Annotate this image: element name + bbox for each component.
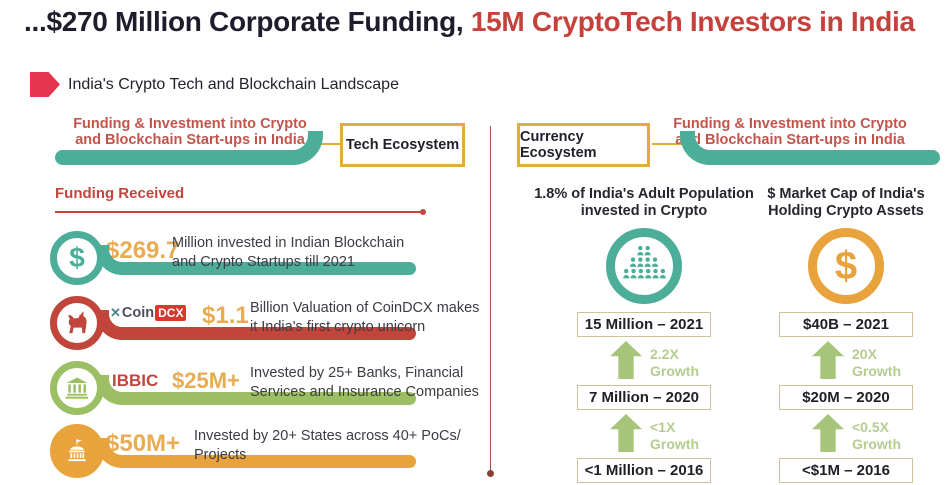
teal-swoosh-bar-right — [710, 150, 940, 165]
row4-circle — [50, 424, 104, 478]
row3-label: IBBIC — [112, 371, 159, 390]
up-arrow-icon — [610, 414, 642, 452]
government-icon — [68, 439, 86, 462]
column-a-level-2021: 15 Million – 2021 — [577, 312, 711, 337]
row3-bar — [120, 392, 416, 405]
column-b-level-2016: <$1M – 2016 — [779, 458, 913, 483]
teal-swoosh-bar-left — [55, 150, 295, 165]
column-b-heading: $ Market Cap of India's Holding Crypto A… — [767, 186, 925, 219]
row1-description: Million invested in Indian Blockchain an… — [172, 235, 405, 270]
people-pyramid-icon — [623, 245, 666, 279]
currency-ecosystem-box: Currency Ecosystem — [517, 123, 650, 167]
teal-swoosh-hook-left — [293, 131, 323, 165]
left-panel-heading: Funding & Investment into Crypto and Blo… — [73, 116, 307, 148]
dollar-icon: $ — [69, 242, 85, 273]
funding-received-rule — [55, 209, 426, 215]
column-b-growth-bottom: <0.5X Growth — [852, 419, 901, 452]
connector-line-left — [320, 143, 342, 145]
column-a-growth-top: 2.2X Growth — [650, 346, 699, 379]
row3-value: $25M+ — [172, 368, 240, 393]
row4-bar — [120, 455, 416, 468]
row1-bar — [120, 262, 416, 275]
row2-description: Billion Valuation of CoinDCX makes it In… — [250, 300, 480, 335]
tech-ecosystem-box: Tech Ecosystem — [340, 123, 465, 167]
center-divider — [490, 126, 491, 474]
up-arrow-icon — [812, 414, 844, 452]
up-arrow-icon — [610, 341, 642, 379]
title-dark-part: ...$270 Million Corporate Funding, — [24, 6, 464, 37]
column-a-circle — [606, 228, 682, 304]
right-panel-heading: Funding & Investment into Crypto and Blo… — [673, 116, 907, 148]
column-a-level-2016: <1 Million – 2016 — [577, 458, 711, 483]
row4-description: Invested by 20+ States across 40+ PoCs/ … — [194, 428, 461, 463]
row2-circle — [50, 296, 104, 350]
row2-value: $1.1 — [202, 302, 249, 329]
page-title: ...$270 Million Corporate Funding, 15M C… — [24, 6, 944, 38]
teal-swoosh-hook-right — [680, 131, 710, 165]
column-b-level-2021: $40B – 2021 — [779, 312, 913, 337]
column-a-growth-bottom: <1X Growth — [650, 419, 699, 452]
funding-received-label: Funding Received — [55, 185, 185, 202]
bank-icon — [65, 377, 89, 399]
column-b-growth-top: 20X Growth — [852, 346, 901, 379]
column-a-level-2020: 7 Million – 2020 — [577, 385, 711, 410]
row3-circle — [50, 361, 104, 415]
row2-bar — [120, 327, 416, 340]
row1-circle: $ — [50, 231, 104, 285]
chevron-arrow-icon — [30, 72, 60, 97]
column-b-level-2020: $20M – 2020 — [779, 385, 913, 410]
connector-line-right — [652, 143, 682, 145]
row3-description: Invested by 25+ Banks, Financial Service… — [250, 365, 479, 400]
center-divider-dot — [487, 470, 494, 477]
title-red-part: 15M CryptoTech Investors in India — [470, 6, 915, 37]
column-b-circle: $ — [808, 228, 884, 304]
unicorn-icon — [68, 311, 87, 334]
column-a-heading: 1.8% of India's Adult Population investe… — [534, 186, 754, 219]
tagline-label: India's Crypto Tech and Blockchain Lands… — [68, 76, 399, 93]
dollar-icon: $ — [834, 243, 858, 288]
up-arrow-icon — [812, 341, 844, 379]
